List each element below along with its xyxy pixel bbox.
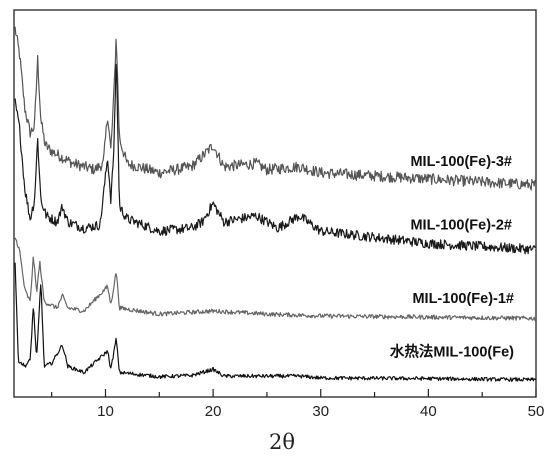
x-axis-title: 2θ <box>269 430 295 454</box>
x-tick-label-20: 20 <box>205 403 222 420</box>
x-tick-label-30: 30 <box>312 403 329 420</box>
series-hydrothermal-label: 水热法MIL-100(Fe) <box>390 343 514 361</box>
series-hydrothermal-line <box>14 262 537 382</box>
series-label-layer: MIL-100(Fe)-3# MIL-100(Fe)-2# MIL-100(Fe)-… <box>390 154 514 361</box>
plot-frame <box>13 9 537 398</box>
x-axis: 10 20 30 40 50 <box>51 389 545 420</box>
series-2-label: MIL-100(Fe)-2# <box>410 218 512 234</box>
series-1-label: MIL-100(Fe)-1# <box>412 291 514 307</box>
x-tick-label-50: 50 <box>528 403 545 420</box>
series-layer <box>14 26 537 382</box>
series-3-label: MIL-100(Fe)-3# <box>410 154 512 170</box>
x-tick-label-10: 10 <box>97 403 114 420</box>
series-2-line <box>14 63 536 255</box>
x-tick-label-40: 40 <box>420 403 437 420</box>
series-1-line <box>14 237 537 321</box>
series-3-line <box>14 26 537 191</box>
